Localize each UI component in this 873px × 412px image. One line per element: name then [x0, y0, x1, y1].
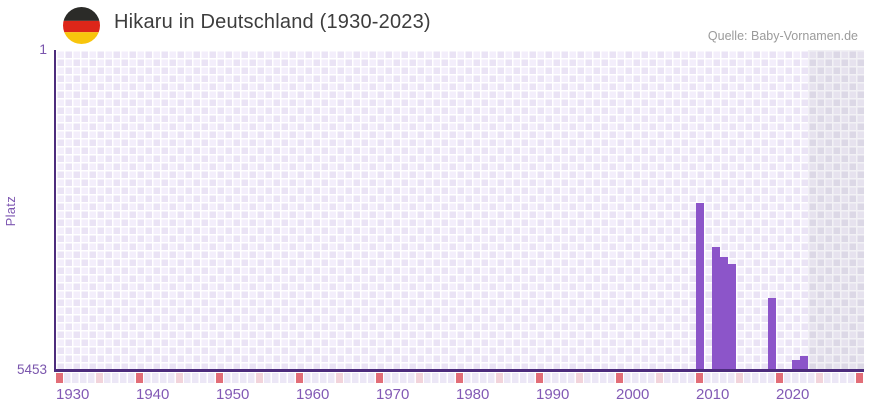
decade-tick-2010 [696, 372, 703, 383]
x-axis-tick-strip [56, 372, 864, 383]
decade-tick-1950 [216, 372, 223, 383]
decade-tick-1930 [56, 372, 63, 383]
half-decade-tick-2025 [816, 372, 823, 383]
decade-tick-1960 [296, 372, 303, 383]
no-data-region [808, 50, 864, 370]
decade-tick-1940 [136, 372, 143, 383]
x-axis-label-1930: 1930 [56, 386, 90, 403]
source-credit: Quelle: Baby-Vornamen.de [707, 29, 858, 43]
half-decade-tick-1965 [336, 372, 343, 383]
bar-2022[interactable] [792, 359, 800, 370]
x-axis-label-1960: 1960 [296, 386, 330, 403]
half-decade-tick-1955 [256, 372, 263, 383]
bar-2019[interactable] [768, 297, 776, 370]
flag-gold-band [63, 32, 100, 44]
half-decade-tick-2015 [736, 372, 743, 383]
half-decade-tick-1995 [576, 372, 583, 383]
flag-red-band [63, 20, 100, 33]
half-decade-tick-1945 [176, 372, 183, 383]
chart-title: Hikaru in Deutschland (1930-2023) [114, 11, 431, 33]
x-axis-label-1990: 1990 [536, 386, 570, 403]
x-axis-label-1950: 1950 [216, 386, 250, 403]
bar-2023[interactable] [800, 355, 808, 370]
half-decade-tick-1935 [96, 372, 103, 383]
german-flag-icon [63, 7, 100, 44]
decade-tick-1970 [376, 372, 383, 383]
y-axis-label-bottom: 5453 [16, 362, 47, 377]
y-axis-label-top: 1 [39, 41, 47, 57]
decade-tick-2030 [856, 372, 863, 383]
x-axis-label-1940: 1940 [136, 386, 170, 403]
bar-2010[interactable] [696, 202, 704, 370]
x-axis-line [53, 369, 864, 372]
x-axis-labels: 1930 1940 1950 1960 1970 1980 1990 2000 2010 2020 [56, 386, 864, 404]
decade-tick-2000 [616, 372, 623, 383]
half-decade-tick-2005 [656, 372, 663, 383]
decade-tick-1980 [456, 372, 463, 383]
x-axis-label-2000: 2000 [616, 386, 650, 403]
decade-tick-2020 [776, 372, 783, 383]
bar-2014[interactable] [728, 263, 736, 370]
y-axis-line [53, 50, 56, 371]
bar-2012[interactable] [712, 247, 720, 370]
x-axis-label-1970: 1970 [376, 386, 410, 403]
plot-area [56, 50, 864, 370]
flag-black-band [63, 7, 100, 21]
x-axis-label-2020: 2020 [776, 386, 810, 403]
y-axis-title: Platz [3, 196, 18, 227]
x-axis-label-1980: 1980 [456, 386, 490, 403]
half-decade-tick-1975 [416, 372, 423, 383]
half-decade-tick-1985 [496, 372, 503, 383]
bar-2013[interactable] [720, 257, 728, 370]
x-axis-label-2010: 2010 [696, 386, 730, 403]
decade-tick-1990 [536, 372, 543, 383]
